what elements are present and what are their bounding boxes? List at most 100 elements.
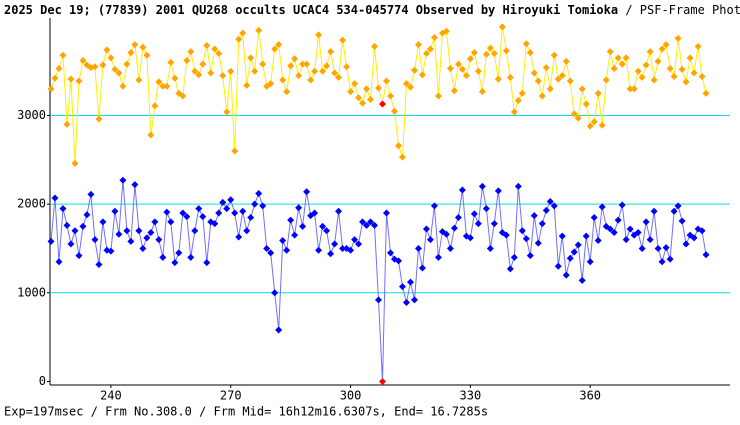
data-point — [506, 265, 514, 273]
data-point — [223, 205, 231, 213]
data-point — [690, 69, 698, 77]
data-point — [355, 240, 363, 248]
data-point — [402, 80, 410, 88]
data-point — [271, 45, 279, 53]
data-point — [279, 76, 287, 84]
data-point — [75, 77, 83, 85]
data-point — [119, 82, 127, 90]
data-point — [307, 76, 315, 84]
data-point — [634, 229, 642, 237]
data-point — [526, 252, 534, 260]
data-point — [426, 45, 434, 53]
data-point — [279, 237, 287, 245]
data-point — [327, 250, 335, 258]
data-point — [454, 213, 462, 221]
data-point — [303, 188, 311, 196]
data-point — [287, 216, 295, 224]
data-point — [518, 227, 526, 235]
data-point — [383, 209, 391, 217]
data-point — [327, 48, 335, 56]
data-point — [638, 244, 646, 252]
data-point — [139, 43, 147, 51]
data-point — [271, 289, 279, 297]
data-point — [191, 227, 199, 235]
data-point — [211, 45, 219, 53]
data-point — [490, 220, 498, 228]
data-point — [702, 89, 710, 97]
data-point — [542, 64, 550, 72]
data-point — [359, 218, 367, 226]
data-point — [267, 80, 275, 88]
data-point — [47, 85, 55, 93]
data-point — [375, 296, 383, 304]
data-point — [187, 48, 195, 56]
data-point — [386, 92, 394, 100]
data-point — [339, 36, 347, 44]
data-point — [578, 276, 586, 284]
data-point — [335, 207, 343, 215]
data-point — [239, 207, 247, 215]
data-point — [478, 88, 486, 96]
data-point — [171, 74, 179, 82]
data-point — [702, 251, 710, 259]
data-point — [299, 60, 307, 68]
data-point — [550, 202, 558, 210]
data-point — [518, 89, 526, 97]
data-point — [650, 207, 658, 215]
data-point — [542, 206, 550, 214]
data-point — [522, 235, 530, 243]
data-point — [259, 202, 267, 210]
data-point — [662, 41, 670, 49]
data-point — [654, 244, 662, 252]
data-point — [482, 205, 490, 213]
x-tick-label: 330 — [460, 389, 482, 403]
data-point — [199, 213, 207, 221]
data-point — [682, 240, 690, 248]
data-point — [478, 182, 486, 190]
data-point — [650, 76, 658, 84]
data-point — [586, 258, 594, 266]
y-tick-label: 3000 — [17, 108, 46, 122]
data-point — [502, 231, 510, 239]
data-point — [626, 85, 634, 93]
data-point — [367, 96, 375, 104]
data-point — [398, 153, 406, 161]
data-point — [167, 218, 175, 226]
data-point — [287, 62, 295, 70]
data-point — [550, 51, 558, 59]
data-point — [247, 54, 255, 62]
data-point — [646, 48, 654, 56]
data-point — [398, 283, 406, 291]
data-point — [223, 108, 231, 116]
data-point — [291, 55, 299, 63]
data-point — [183, 213, 191, 221]
data-point — [586, 122, 594, 130]
data-point — [590, 213, 598, 221]
data-point — [215, 49, 223, 57]
data-point — [622, 54, 630, 62]
data-point — [335, 73, 343, 81]
data-point — [402, 299, 410, 307]
data-point — [127, 237, 135, 245]
data-point — [598, 203, 606, 211]
chart-title: 2025 Dec 19; (77839) 2001 QU268 occults … — [4, 3, 740, 17]
data-point — [147, 131, 155, 139]
data-point — [351, 236, 359, 244]
data-point — [87, 190, 95, 198]
data-point — [347, 88, 355, 96]
data-point — [482, 50, 490, 58]
data-point — [466, 55, 474, 63]
data-point — [530, 212, 538, 220]
data-point — [622, 236, 630, 244]
data-point — [79, 57, 87, 65]
data-point — [231, 147, 239, 155]
data-point — [343, 63, 351, 71]
data-point — [474, 67, 482, 75]
data-point — [243, 81, 251, 89]
data-point — [315, 31, 323, 39]
data-point — [574, 114, 582, 122]
data-point — [490, 49, 498, 57]
data-point — [574, 241, 582, 249]
data-point — [470, 49, 478, 57]
data-point — [195, 205, 203, 213]
